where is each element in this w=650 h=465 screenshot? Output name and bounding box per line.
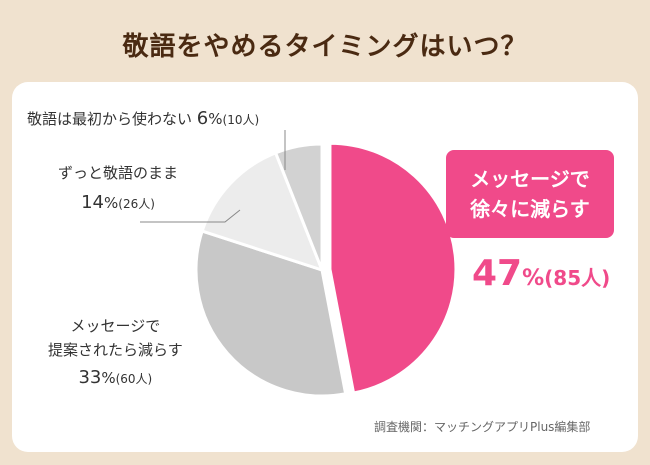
label-keep: ずっと敬語のまま 14%(26人) bbox=[58, 158, 178, 219]
slice-keep bbox=[200, 150, 325, 273]
label-suggest-pct: 33 bbox=[78, 367, 102, 388]
label-never-quit-percent-sign: % bbox=[208, 110, 223, 128]
chart-title: 敬語をやめるタイミングはいつ？ bbox=[122, 32, 528, 62]
leader-line-keep bbox=[140, 209, 241, 223]
label-gradual-box: メッセージで 徐々に減らす bbox=[446, 150, 614, 238]
label-suggest-count: (60人) bbox=[115, 372, 153, 386]
label-suggest: メッセージで 提案されたら減らす 33%(60人) bbox=[48, 314, 183, 391]
label-never-quit-count: (10人) bbox=[222, 113, 260, 127]
label-suggest-line2: 提案されたら減らす bbox=[48, 341, 183, 359]
label-suggest-value: 33%(60人) bbox=[48, 366, 183, 391]
label-gradual-value: 47%(85人) bbox=[472, 253, 610, 294]
label-never-quit-text: 敬語は最初から使わない bbox=[27, 110, 193, 128]
label-keep-percent-sign: % bbox=[104, 194, 119, 212]
label-suggest-line1: メッセージで bbox=[70, 317, 161, 335]
slice-suggest bbox=[194, 229, 348, 398]
label-gradual-count: (85人) bbox=[544, 266, 611, 290]
label-keep-text: ずっと敬語のまま bbox=[58, 164, 179, 182]
label-gradual-percent-sign: % bbox=[522, 266, 545, 291]
label-never-quit-pct: 6 bbox=[196, 108, 209, 129]
label-keep-value: 14%(26人) bbox=[58, 188, 178, 219]
slice-never-quit bbox=[273, 142, 324, 271]
label-gradual-line1: メッセージで bbox=[470, 167, 590, 191]
label-suggest-percent-sign: % bbox=[101, 369, 116, 387]
label-keep-count: (26人) bbox=[118, 197, 155, 211]
label-never-quit: 敬語は最初から使わない 6%(10人) bbox=[27, 108, 259, 129]
label-gradual-line2: 徐々に減らす bbox=[470, 197, 590, 221]
label-gradual-pct: 47 bbox=[472, 253, 523, 294]
label-keep-pct: 14 bbox=[81, 192, 104, 213]
source-note: 調査機関：マッチングアプリPlus編集部 bbox=[374, 420, 591, 434]
slice-gradual bbox=[328, 141, 458, 395]
